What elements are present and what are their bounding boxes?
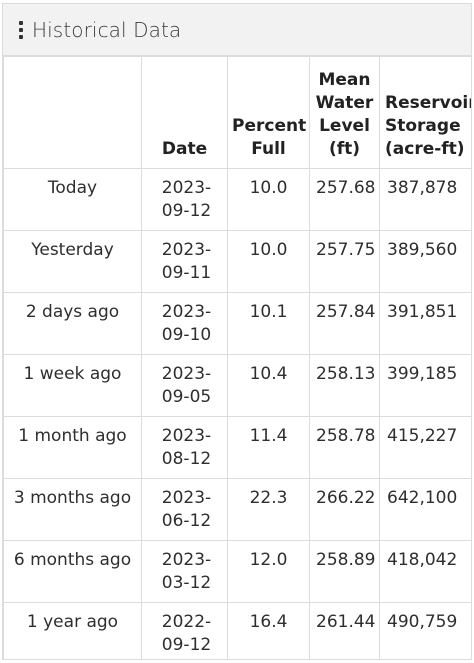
table-row: 1 month ago 2023- 08-12 11.4 258.78 415,2… — [3, 416, 471, 479]
cell-date: 2023- 06-12 — [141, 478, 228, 541]
table-row: 1 week ago 2023- 09-05 10.4 258.13 399,18… — [3, 354, 471, 417]
date-part-month-day: 09-05 — [161, 387, 212, 407]
cell-reservoir-storage: 642,100 — [379, 478, 471, 541]
column-header-period — [3, 56, 142, 169]
cell-percent-full: 10.4 — [227, 354, 310, 417]
cell-period: 1 month ago — [3, 416, 142, 479]
date-part-year: 2023- — [161, 364, 212, 384]
cell-percent-full: 10.1 — [227, 292, 310, 355]
date-part-month-day: 09-12 — [161, 201, 212, 221]
cell-mean-water-level: 258.13 — [309, 354, 380, 417]
table-row: 6 months ago 2023- 03-12 12.0 258.89 418,… — [3, 540, 471, 603]
cell-period: 6 months ago — [3, 540, 142, 603]
cell-period: Today — [3, 168, 142, 231]
table-body: Today 2023- 09-12 10.0 257.68 387,878 Yes… — [3, 168, 471, 659]
panel-title: Historical Data — [32, 17, 182, 42]
cell-period: 2 days ago — [3, 292, 142, 355]
cell-percent-full: 16.4 — [227, 602, 310, 659]
cell-date: 2023- 09-11 — [141, 230, 228, 293]
table-row: 1 year ago 2022- 09-12 16.4 261.44 490,75… — [3, 602, 471, 659]
cell-date: 2023- 03-12 — [141, 540, 228, 603]
cell-mean-water-level: 266.22 — [309, 478, 380, 541]
date-part-year: 2023- — [161, 240, 212, 260]
cell-date: 2023- 09-05 — [141, 354, 228, 417]
column-header-mean-water-level: Mean Water Level (ft) — [309, 56, 380, 169]
panel-header: Historical Data — [3, 4, 471, 56]
column-header-date: Date — [141, 56, 228, 169]
historical-data-panel: Historical Data Date Percent Full Mean W… — [2, 3, 472, 660]
table-row: 2 days ago 2023- 09-10 10.1 257.84 391,85… — [3, 292, 471, 355]
cell-percent-full: 12.0 — [227, 540, 310, 603]
cell-period: 1 week ago — [3, 354, 142, 417]
table-header-row: Date Percent Full Mean Water Level (ft) … — [3, 56, 471, 169]
cell-reservoir-storage: 391,851 — [379, 292, 471, 355]
cell-percent-full: 11.4 — [227, 416, 310, 479]
cell-reservoir-storage: 418,042 — [379, 540, 471, 603]
cell-period: Yesterday — [3, 230, 142, 293]
cell-percent-full: 10.0 — [227, 230, 310, 293]
date-part-year: 2022- — [161, 612, 212, 632]
cell-mean-water-level: 258.89 — [309, 540, 380, 603]
column-header-reservoir-storage: Reservoir Storage (acre-ft) — [379, 56, 471, 169]
cell-mean-water-level: 261.44 — [309, 602, 380, 659]
date-part-year: 2023- — [161, 488, 212, 508]
date-part-year: 2023- — [161, 550, 212, 570]
cell-percent-full: 10.0 — [227, 168, 310, 231]
date-part-month-day: 08-12 — [161, 449, 212, 469]
cell-reservoir-storage: 399,185 — [379, 354, 471, 417]
date-part-month-day: 06-12 — [161, 511, 212, 531]
table-row: Today 2023- 09-12 10.0 257.68 387,878 — [3, 168, 471, 231]
cell-mean-water-level: 257.68 — [309, 168, 380, 231]
cell-mean-water-level: 258.78 — [309, 416, 380, 479]
cell-date: 2023- 08-12 — [141, 416, 228, 479]
cell-date: 2023- 09-10 — [141, 292, 228, 355]
date-part-month-day: 09-11 — [161, 263, 212, 283]
cell-mean-water-level: 257.84 — [309, 292, 380, 355]
cell-reservoir-storage: 415,227 — [379, 416, 471, 479]
date-part-month-day: 09-10 — [161, 325, 212, 345]
cell-reservoir-storage: 387,878 — [379, 168, 471, 231]
kebab-menu-icon[interactable] — [19, 19, 25, 41]
cell-mean-water-level: 257.75 — [309, 230, 380, 293]
date-part-year: 2023- — [161, 302, 212, 322]
cell-date: 2023- 09-12 — [141, 168, 228, 231]
cell-reservoir-storage: 389,560 — [379, 230, 471, 293]
date-part-month-day: 03-12 — [161, 573, 212, 593]
historical-data-table: Date Percent Full Mean Water Level (ft) … — [3, 56, 471, 659]
cell-date: 2022- 09-12 — [141, 602, 228, 659]
cell-percent-full: 22.3 — [227, 478, 310, 541]
date-part-year: 2023- — [161, 426, 212, 446]
date-part-year: 2023- — [161, 178, 212, 198]
table-row: 3 months ago 2023- 06-12 22.3 266.22 642,… — [3, 478, 471, 541]
date-part-month-day: 09-12 — [161, 635, 212, 655]
cell-period: 3 months ago — [3, 478, 142, 541]
table-row: Yesterday 2023- 09-11 10.0 257.75 389,560 — [3, 230, 471, 293]
cell-period: 1 year ago — [3, 602, 142, 659]
cell-reservoir-storage: 490,759 — [379, 602, 471, 659]
column-header-percent-full: Percent Full — [227, 56, 310, 169]
